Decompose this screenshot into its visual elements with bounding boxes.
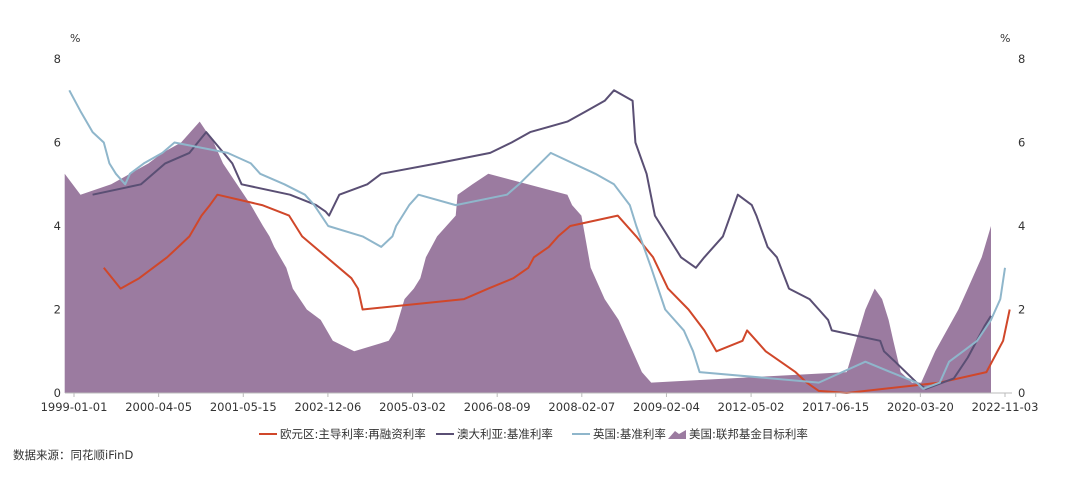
area-series-layer [64, 121, 991, 393]
legend-item-ecb[interactable]: 欧元区:主导利率:再融资利率 [259, 427, 426, 441]
x-tick-label: 2022-11-03 [972, 400, 1039, 414]
y-tick-right-label: 2 [1018, 303, 1025, 317]
y-tick-left-label: 4 [54, 219, 61, 233]
left-axis-unit: % [70, 32, 80, 45]
x-tick-label: 2008-02-07 [548, 400, 615, 414]
line-series-layer [68, 89, 1011, 394]
chart-legend: 欧元区:主导利率:再融资利率 澳大利亚:基准利率 英国:基准利率 美国:联邦基金目标利… [259, 427, 808, 441]
x-tick-label: 2005-03-02 [379, 400, 446, 414]
line-series-aus [92, 89, 992, 390]
x-tick-label: 2006-08-09 [464, 400, 531, 414]
x-tick-label: 2009-02-04 [633, 400, 700, 414]
x-tick-label: 2001-05-15 [210, 400, 277, 414]
y-tick-left-label: 6 [54, 136, 61, 150]
y-tick-right-label: 0 [1018, 386, 1025, 400]
chart-axes: 0 0 2 2 4 4 6 6 8 8 1999-01-01 2000-04-05 2001-05-15… [41, 52, 1039, 414]
y-tick-left-label: 8 [54, 52, 61, 66]
line-series-uk [68, 89, 1006, 390]
legend-swatch-us [668, 430, 686, 439]
area-series-us [64, 121, 991, 393]
y-tick-right-label: 4 [1018, 219, 1025, 233]
x-tick-label: 2020-03-20 [887, 400, 954, 414]
legend-label-ecb: 欧元区:主导利率:再融资利率 [280, 427, 426, 441]
legend-item-aus[interactable]: 澳大利亚:基准利率 [436, 427, 553, 441]
legend-label-us: 美国:联邦基金目标利率 [689, 427, 808, 441]
y-tick-right-label: 6 [1018, 136, 1025, 150]
legend-item-uk[interactable]: 英国:基准利率 [572, 427, 666, 441]
y-tick-right-label: 8 [1018, 52, 1025, 66]
right-axis-unit: % [1000, 32, 1010, 45]
x-tick-label: 1999-01-01 [41, 400, 108, 414]
x-tick-label: 2017-06-15 [802, 400, 869, 414]
data-source-note: 数据来源：同花顺iFinD [13, 448, 134, 462]
x-tick-label: 2002-12-06 [294, 400, 361, 414]
line-series-ecb [103, 193, 1011, 394]
y-tick-left-label: 2 [54, 303, 61, 317]
x-tick-label: 2000-04-05 [125, 400, 192, 414]
legend-item-us[interactable]: 美国:联邦基金目标利率 [668, 427, 808, 441]
legend-label-uk: 英国:基准利率 [593, 427, 666, 441]
y-tick-left-label: 0 [54, 386, 61, 400]
x-tick-label: 2012-05-02 [718, 400, 785, 414]
legend-label-aus: 澳大利亚:基准利率 [457, 427, 553, 441]
